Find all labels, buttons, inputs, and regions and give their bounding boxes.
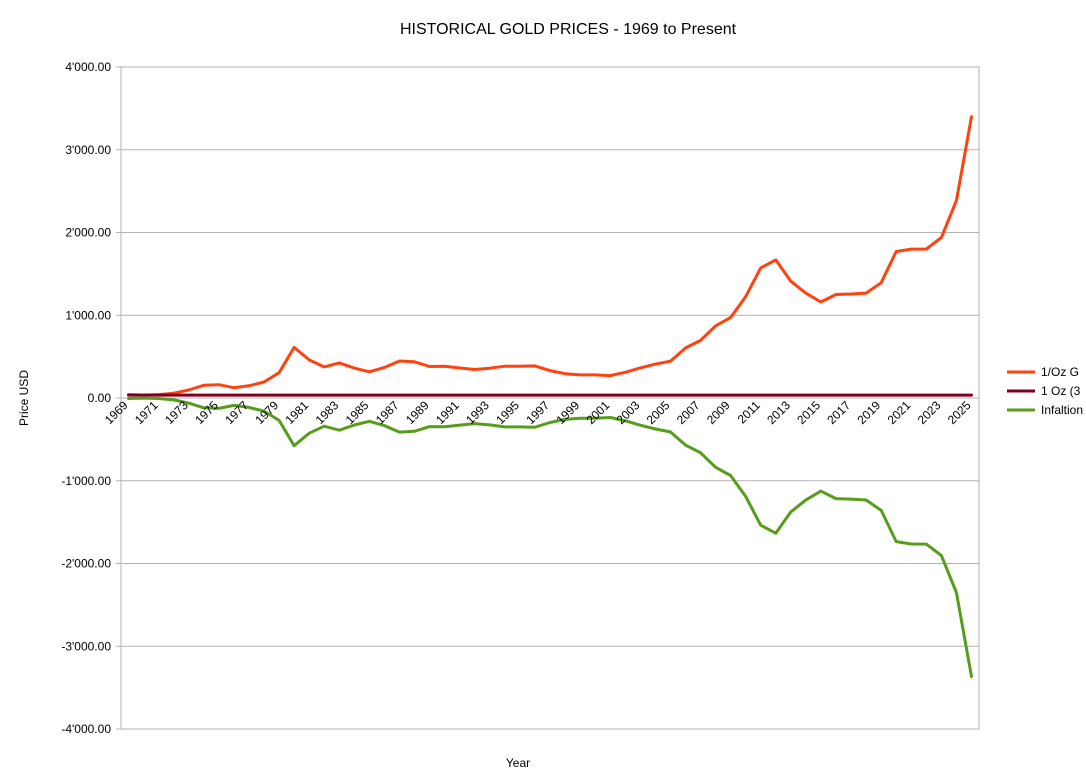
legend: 1/Oz G 1 Oz (3 Infaltion (1007, 365, 1083, 417)
y-axis-tick-labels: 4'000.00 3'000.00 2'000.00 1'000.00 0.00 -1'0… (61, 60, 111, 736)
y-tick-label: 2'000.00 (65, 226, 111, 240)
y-tick-label: 1'000.00 (65, 308, 111, 322)
legend-label: 1 Oz (3 (1041, 384, 1081, 398)
series-line-3 (127, 396, 973, 678)
legend-label: Infaltion (1041, 403, 1083, 417)
y-tick-label: -1'000.00 (61, 474, 111, 488)
y-tick-label: 4'000.00 (65, 60, 111, 74)
y-tick-label: -4'000.00 (61, 722, 111, 736)
legend-label: 1/Oz G (1041, 365, 1079, 379)
x-axis-title: Year (506, 756, 530, 770)
y-tick-label: -2'000.00 (61, 557, 111, 571)
plot-area-border (120, 66, 980, 730)
y-tick-label: 0.00 (88, 391, 112, 405)
y-axis-title: Price USD (17, 370, 31, 426)
chart-title: HISTORICAL GOLD PRICES - 1969 to Present (400, 21, 737, 38)
y-tick-label: -3'000.00 (61, 639, 111, 653)
series-line-1 (127, 115, 973, 397)
series-lines (127, 115, 973, 678)
y-tick-label: 3'000.00 (65, 143, 111, 157)
